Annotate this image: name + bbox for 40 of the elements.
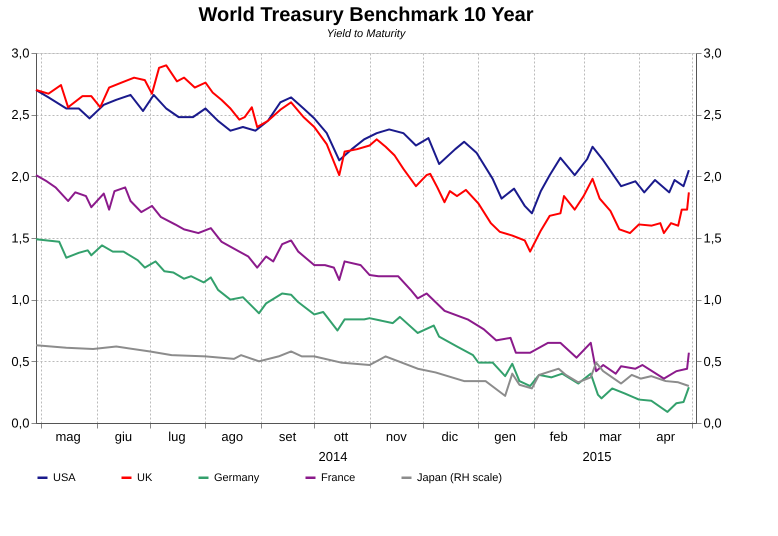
x-tick-label: gen	[494, 429, 516, 444]
y2-tick-label: 3,0	[704, 46, 722, 60]
x-tick-label: nov	[386, 429, 408, 444]
y-tick-label: 1,5	[11, 230, 30, 246]
legend-label: France	[321, 472, 356, 484]
x-tick-label: lug	[168, 429, 186, 444]
chart-subtitle: Yield to Maturity	[326, 28, 407, 40]
y2-tick-label: 1,0	[704, 292, 722, 308]
x-tick-label: apr	[656, 429, 676, 444]
chart-title: World Treasury Benchmark 10 Year	[198, 4, 534, 26]
legend-label: USA	[53, 472, 76, 484]
line-series	[35, 89, 690, 214]
legend-label: UK	[137, 472, 153, 484]
y2-tick-label: 2,5	[704, 107, 722, 122]
y2-tick-label: 0,5	[704, 354, 722, 369]
y-tick-label: 0,0	[11, 416, 30, 430]
line-series	[35, 64, 690, 253]
x-tick-label: set	[278, 429, 297, 444]
y-tick-label: 0,5	[11, 354, 30, 369]
x-tick-label: mag	[55, 429, 81, 444]
line-series	[35, 238, 690, 413]
legend-label: Japan (RH scale)	[417, 472, 502, 484]
text: 2015	[582, 449, 612, 464]
x-tick-label: ago	[221, 429, 244, 444]
y-tick-label: 3,0	[11, 46, 30, 60]
y2-tick-label: 2,0	[704, 168, 722, 184]
y-tick-label: 2,5	[11, 107, 30, 122]
x-tick-label: dic	[442, 429, 459, 444]
x-tick-label: mar	[599, 429, 622, 444]
x-tick-label: ott	[334, 429, 349, 444]
legend-label: Germany	[214, 472, 260, 484]
y2-tick-label: 0,0	[704, 416, 722, 430]
line-series	[35, 344, 690, 397]
y2-tick-label: 1,5	[704, 230, 722, 246]
line-series	[35, 174, 690, 380]
x-tick-label: feb	[550, 429, 568, 444]
y-tick-label: 2,0	[11, 168, 30, 184]
y-tick-label: 1,0	[11, 292, 30, 308]
text: 2014	[318, 449, 348, 464]
x-tick-label: giu	[114, 429, 132, 444]
